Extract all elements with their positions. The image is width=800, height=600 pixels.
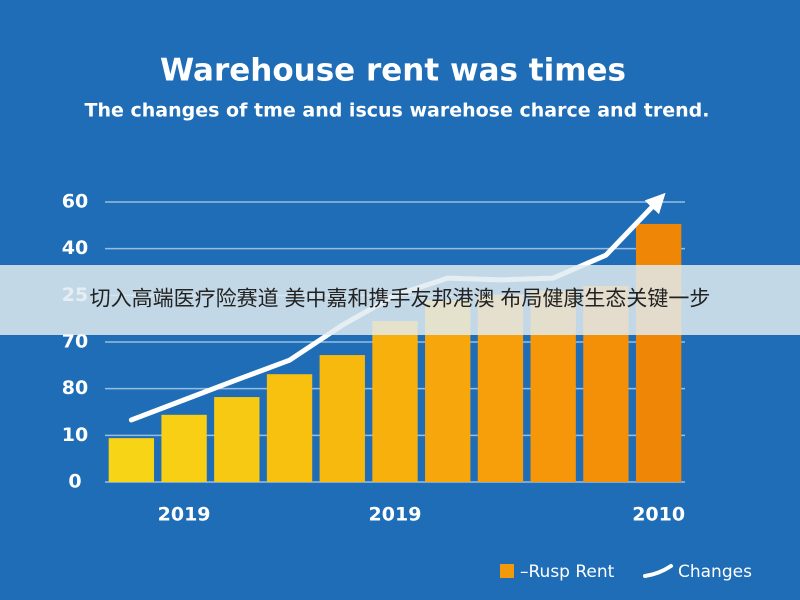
chart-subtitle: The changes of tme and iscus warehose ch… <box>85 100 710 122</box>
y-tick-label: 70 <box>62 331 88 353</box>
legend-label: –Rusp Rent <box>520 562 615 582</box>
chart-title: Warehouse rent was times <box>160 53 626 89</box>
legend-label: Changes <box>678 562 752 582</box>
bar <box>319 355 365 482</box>
bar <box>266 374 313 482</box>
y-tick-label: 60 <box>62 191 88 213</box>
bar <box>214 397 260 482</box>
y-tick-label: 0 <box>68 471 81 493</box>
y-tick-label: 10 <box>62 424 88 446</box>
x-tick-label: 2019 <box>158 504 211 526</box>
bar <box>161 414 207 482</box>
x-tick-label: 2019 <box>369 504 422 526</box>
y-tick-label: 80 <box>62 377 88 399</box>
legend-swatch <box>500 564 514 578</box>
bar <box>635 223 682 482</box>
y-tick-label: 40 <box>62 237 88 259</box>
banner-background <box>0 265 800 335</box>
legend-line <box>643 564 673 578</box>
banner-text: 切入高端医疗险赛道 美中嘉和携手友邦港澳 布局健康生态关键一步 <box>90 288 711 311</box>
bar <box>372 321 418 482</box>
x-tick-label: 2010 <box>632 504 685 526</box>
bar <box>108 438 155 482</box>
